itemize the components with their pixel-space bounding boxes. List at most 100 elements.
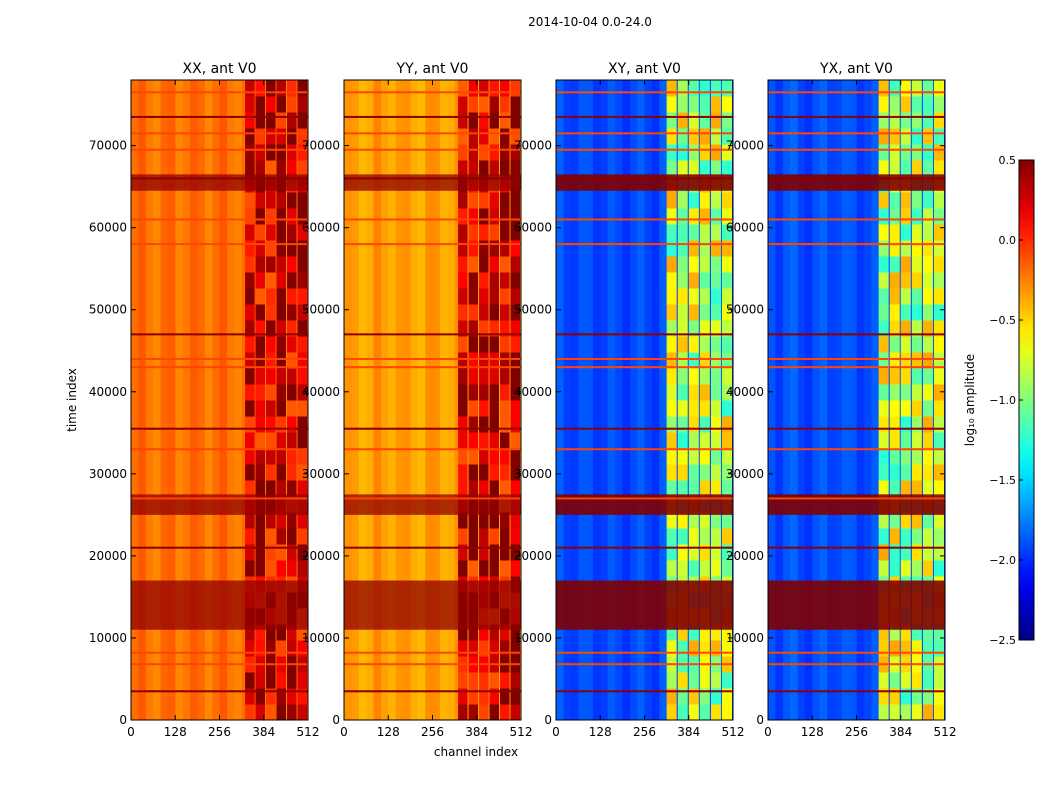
rfi-cell [878, 672, 889, 689]
channel-band [607, 80, 616, 720]
channel-band [804, 80, 813, 720]
rfi-cell [468, 528, 479, 545]
rfi-cell [911, 528, 922, 545]
rfi-cell [922, 96, 933, 113]
rfi-cell [510, 336, 520, 353]
rfi-cell [721, 256, 732, 273]
rfi-cell [677, 128, 688, 145]
rfi-cell [510, 96, 520, 113]
rfi-cell [710, 368, 721, 385]
rfi-cell [699, 672, 710, 689]
rfi-cell [500, 256, 510, 273]
rfi-cell [900, 480, 911, 497]
rfi-cell [276, 208, 287, 225]
rfi-cell [933, 560, 944, 577]
rfi-cell [479, 112, 489, 129]
rfi-cell [266, 320, 276, 337]
rfi-cell [500, 224, 510, 241]
rfi-cell [933, 672, 944, 689]
channel-band [782, 80, 791, 720]
rfi-cell [468, 304, 479, 321]
rfi-cell [276, 240, 287, 257]
flag-line [556, 132, 733, 135]
rfi-cell [468, 448, 479, 465]
flag-line [556, 218, 733, 221]
rfi-cell [721, 400, 732, 417]
rfi-cell [458, 256, 468, 273]
rfi-cell [922, 352, 933, 369]
rfi-cell [489, 448, 500, 465]
x-tick-label: 384 [465, 725, 488, 739]
rfi-cell [510, 256, 520, 273]
y-tick-label: 20000 [89, 549, 127, 563]
y-tick-label: 20000 [726, 549, 764, 563]
rfi-cell [500, 464, 510, 481]
rfi-cell [710, 80, 721, 97]
rfi-cell [266, 432, 276, 449]
rfi-cell [255, 272, 266, 289]
x-tick-label: 384 [889, 725, 912, 739]
rfi-cell [889, 304, 900, 321]
rfi-cell [922, 688, 933, 705]
rfi-cell [900, 144, 911, 161]
rfi-cell [255, 416, 266, 433]
rfi-cell [489, 240, 500, 257]
rfi-cell [297, 304, 307, 321]
rfi-cell [500, 528, 510, 545]
rfi-cell [688, 272, 699, 289]
y-tick-label: 0 [756, 713, 764, 727]
rfi-cell [933, 192, 944, 209]
rfi-cell [458, 624, 468, 641]
rfi-cell [900, 336, 911, 353]
rfi-cell [710, 528, 721, 545]
rfi-cell [458, 400, 468, 417]
rfi-cell [677, 672, 688, 689]
rfi-cell [287, 640, 297, 657]
rfi-cell [479, 352, 489, 369]
rfi-cell [245, 560, 255, 577]
y-tick-label: 60000 [726, 221, 764, 235]
flag-line [344, 651, 521, 654]
rfi-cell [721, 96, 732, 113]
rfi-cell [699, 224, 710, 241]
flag-line [344, 91, 521, 94]
rfi-cell [479, 272, 489, 289]
rfi-cell [266, 144, 276, 161]
y-tick-label: 70000 [302, 139, 340, 153]
colorbar-tick-label: −2.5 [989, 634, 1016, 647]
flag-line [768, 177, 945, 180]
rfi-cell [479, 384, 489, 401]
rfi-cell [468, 624, 479, 641]
rfi-cell [287, 448, 297, 465]
rfi-cell [266, 688, 276, 705]
rfi-cell [458, 704, 468, 721]
rfi-cell [458, 160, 468, 177]
rfi-cell [276, 224, 287, 241]
rfi-cell [510, 192, 520, 209]
rfi-cell [266, 480, 276, 497]
channel-band [841, 80, 850, 720]
rfi-cell [666, 192, 677, 209]
rfi-cell [677, 512, 688, 529]
figure-title: 2014-10-04 0.0-24.0 [528, 15, 652, 29]
rfi-cell [500, 192, 510, 209]
rfi-cell [911, 640, 922, 657]
rfi-cell [666, 512, 677, 529]
rfi-cell [922, 416, 933, 433]
flag-line [344, 497, 521, 500]
channel-band [775, 80, 784, 720]
rfi-cell [878, 224, 889, 241]
rfi-cell [933, 704, 944, 721]
rfi-cell [489, 688, 500, 705]
rfi-cell [666, 240, 677, 257]
flag-line [556, 366, 733, 369]
rfi-cell [878, 96, 889, 113]
rfi-cell [699, 704, 710, 721]
rfi-cell [911, 336, 922, 353]
channel-band [432, 80, 441, 720]
rfi-cell [666, 272, 677, 289]
rfi-cell [468, 640, 479, 657]
rfi-cell [479, 160, 489, 177]
rfi-cell [468, 336, 479, 353]
rfi-cell [255, 480, 266, 497]
